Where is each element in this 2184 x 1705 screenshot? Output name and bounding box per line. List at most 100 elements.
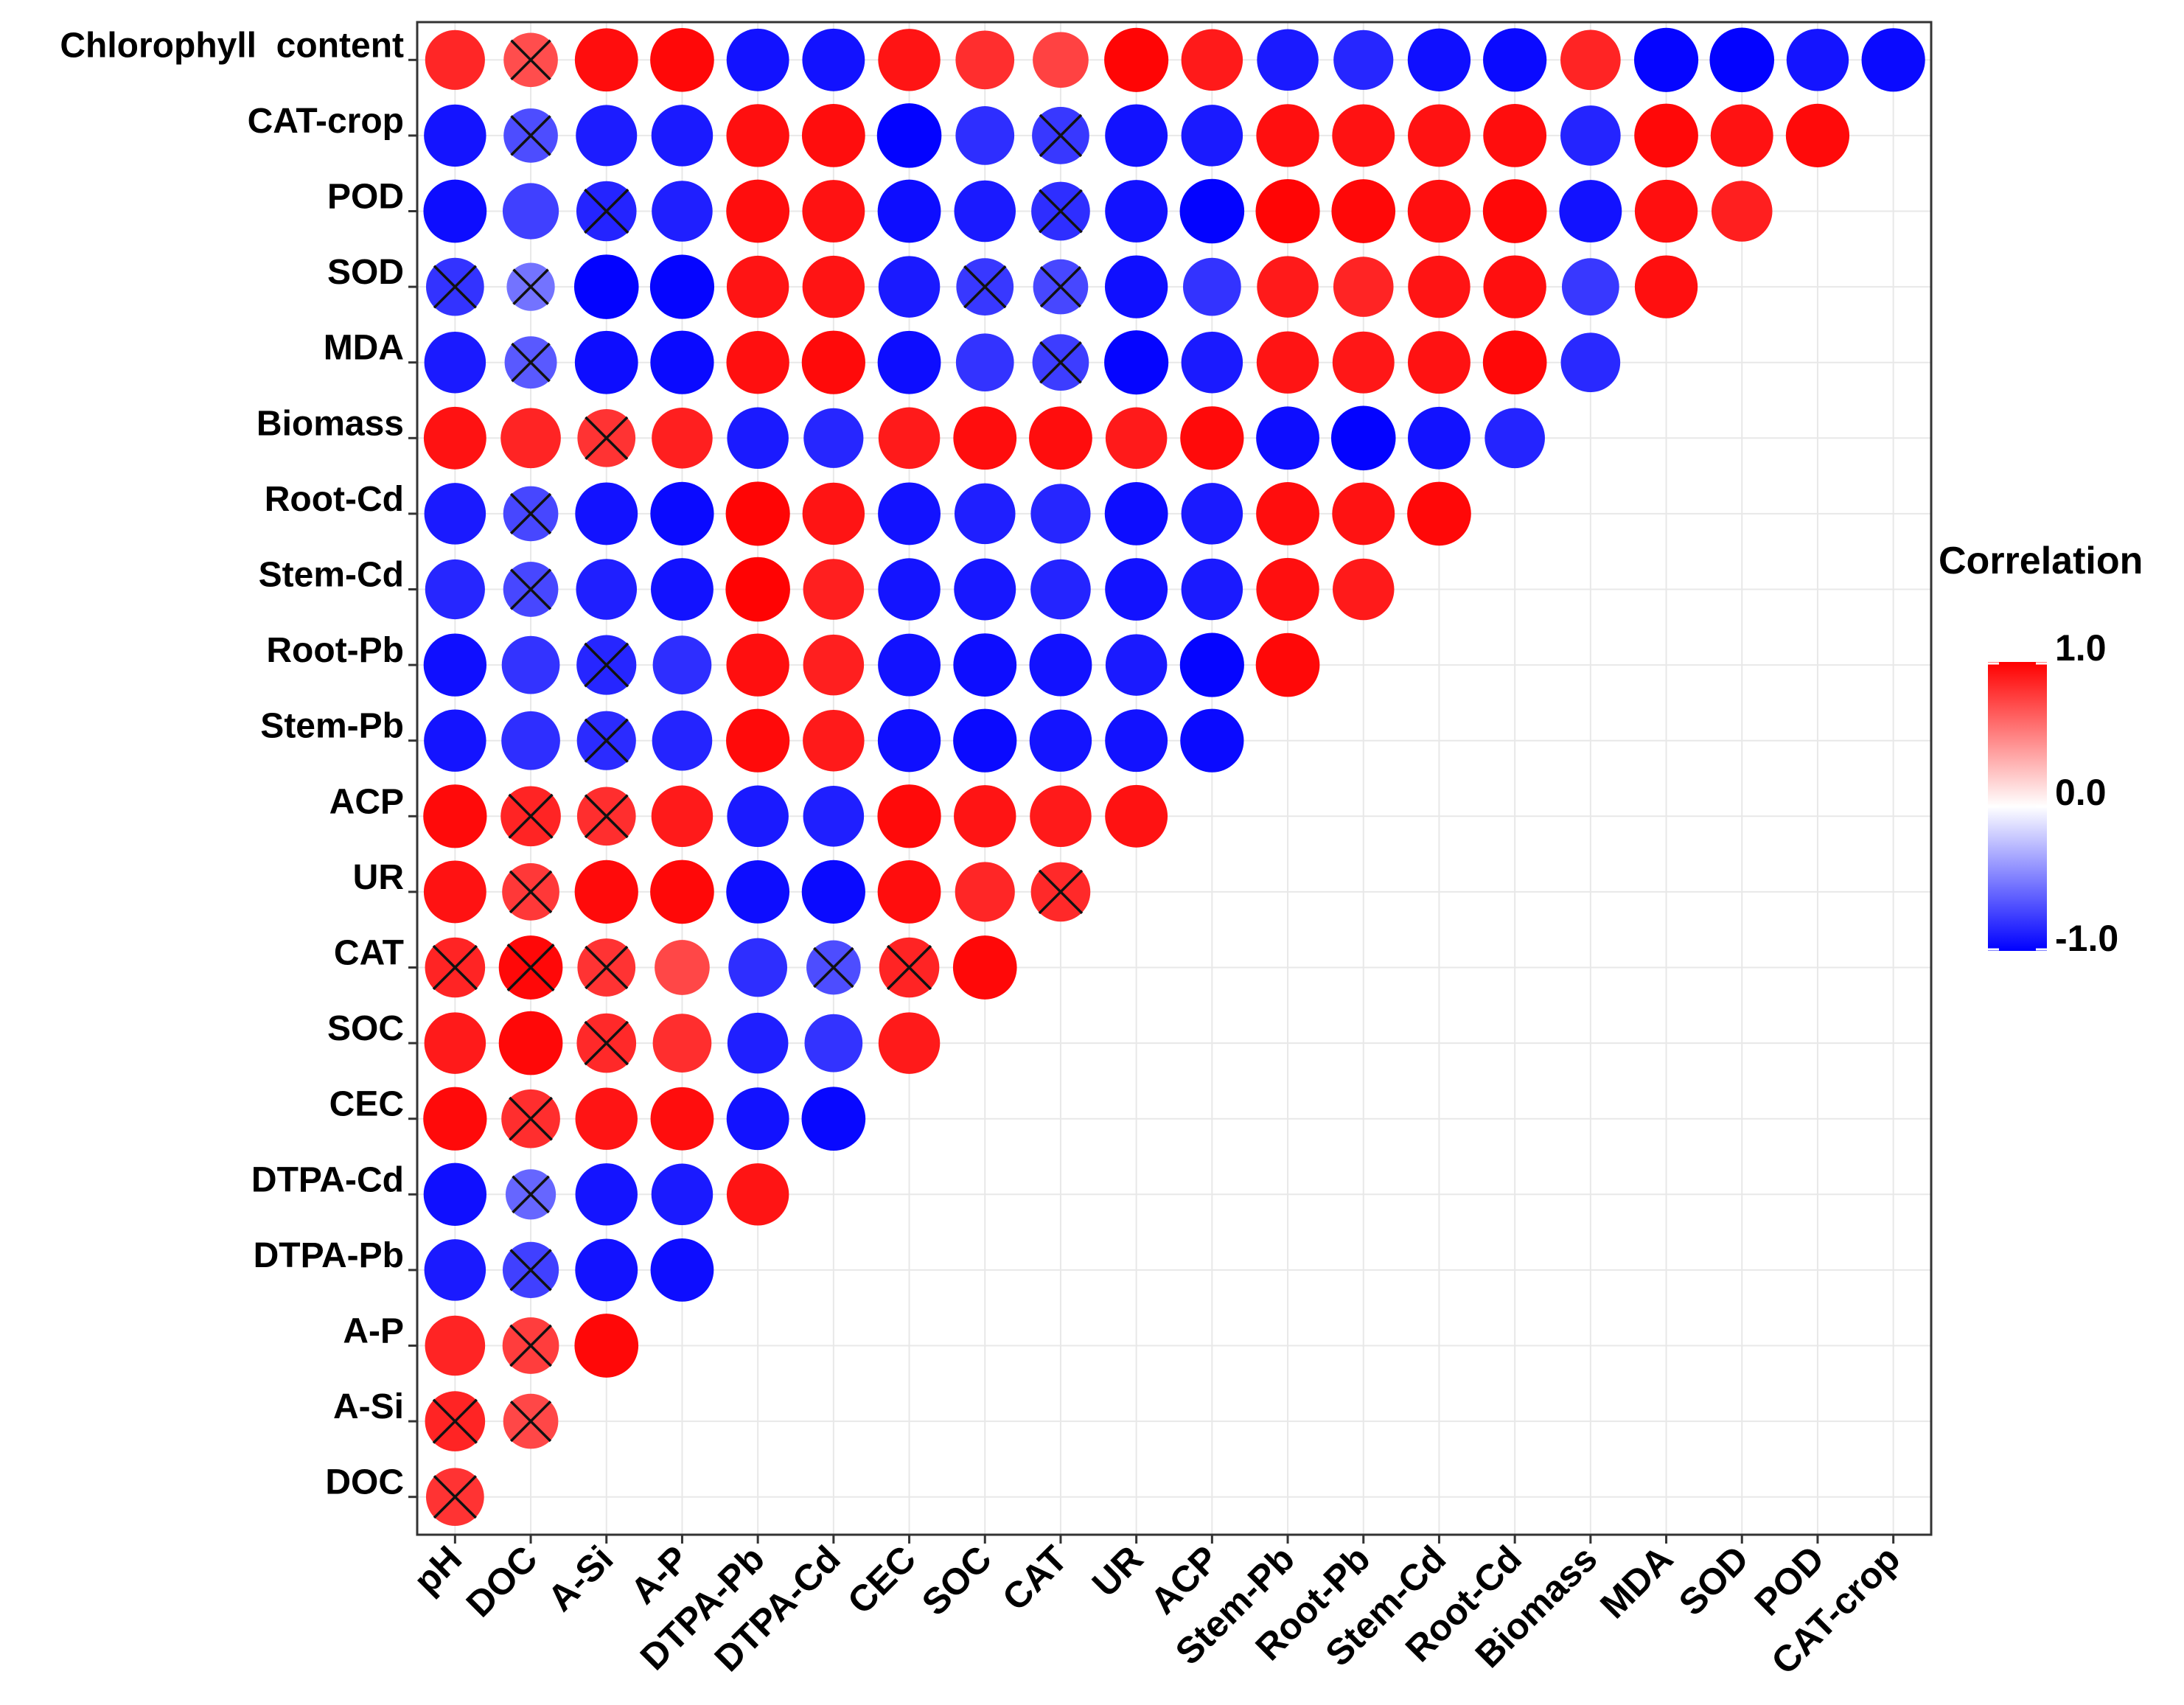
cross-stroke <box>509 1249 552 1291</box>
non-significant-cross-mark <box>432 944 478 991</box>
corr-circle-sod-root-cd <box>1483 255 1546 318</box>
corr-circle-root-pb-soc <box>953 633 1017 697</box>
corr-circle-root-pb-a-p <box>652 635 712 694</box>
corr-circle-soc-a-p <box>652 1014 712 1073</box>
corr-circle-sod-biomass <box>1561 258 1619 315</box>
corr-circle-ur-dtpa-cd <box>801 860 865 924</box>
corr-circle-stem-cd-a-si <box>576 559 638 620</box>
cross-stroke <box>433 1475 477 1519</box>
non-significant-cross-mark <box>585 416 629 460</box>
corr-circle-cat-crop-stem-cd <box>1408 104 1470 167</box>
corr-circle-cec-a-si <box>575 1087 638 1150</box>
x-tick-label-doc: DOC <box>458 1538 545 1625</box>
non-significant-cross-mark <box>1038 869 1084 915</box>
corr-circle-sod-mda <box>1634 255 1698 318</box>
corr-circle-stem-pb-acp <box>1180 708 1244 773</box>
cross-stroke <box>886 944 932 991</box>
corr-circle-dtpa-pb-a-p <box>650 1238 714 1302</box>
cross-stroke <box>813 946 854 989</box>
cross-stroke <box>512 268 549 305</box>
non-significant-cross-mark <box>584 1020 629 1066</box>
non-significant-cross-mark <box>509 1249 552 1291</box>
corr-circle-ur-dtpa-pb <box>726 860 790 924</box>
y-tick-label-dtpa-pb: DTPA-Pb <box>254 1236 404 1275</box>
corr-circle-cat-crop-stem-pb <box>1256 104 1319 167</box>
corr-circle-root-cd-ph <box>424 483 486 545</box>
corr-circle-mda-ph <box>424 331 486 394</box>
corr-circle-root-cd-dtpa-pb <box>725 481 790 546</box>
corr-circle-soc-doc <box>498 1011 563 1075</box>
corr-circle-cat-crop-pod <box>1785 103 1850 168</box>
corr-circle-dtpa-pb-ph <box>424 1239 486 1301</box>
corr-circle-pod-acp <box>1179 178 1245 244</box>
corr-circle-chlorophyll-content-root-cd <box>1483 28 1547 92</box>
corr-circle-stem-pb-a-p <box>652 710 713 771</box>
corr-circle-biomass-acp <box>1180 406 1244 470</box>
non-significant-cross-mark <box>1039 265 1082 308</box>
corr-circle-sod-acp <box>1182 257 1241 316</box>
corr-circle-biomass-cat <box>1029 406 1092 470</box>
corr-circle-chlorophyll-content-biomass <box>1560 29 1621 91</box>
corr-circle-mda-soc <box>955 333 1014 392</box>
cross-stroke <box>509 492 552 535</box>
y-axis-labels: Chlorophyll content CAT-crop POD SOD MDA Biom… <box>60 26 417 1502</box>
corr-circle-cat-crop-soc <box>955 106 1015 165</box>
corr-circle-cat-crop-acp <box>1181 105 1243 167</box>
y-tick-label-a-si: A-Si <box>333 1387 404 1426</box>
corr-circle-biomass-stem-pb <box>1256 406 1319 470</box>
non-significant-cross-mark <box>1039 341 1082 384</box>
legend: Correlation 1.0 0.0 -1.0 <box>1939 540 2143 959</box>
corr-circle-chlorophyll-content-pod <box>1786 29 1849 91</box>
corr-circle-acp-cat <box>1030 785 1092 848</box>
cross-stroke <box>509 1400 552 1443</box>
non-significant-cross-mark <box>432 1398 478 1444</box>
x-tick-label-ur: UR <box>1084 1538 1151 1605</box>
x-tick-label-mda: MDA <box>1592 1538 1681 1626</box>
y-tick-label-dtpa-cd: DTPA-Cd <box>251 1160 404 1199</box>
corr-circle-pod-a-p <box>652 181 713 242</box>
non-significant-cross-mark <box>509 1400 552 1443</box>
corr-circle-sod-a-p <box>649 254 715 319</box>
y-tick-label-root-pb: Root-Pb <box>266 631 404 670</box>
cross-stroke <box>584 642 629 688</box>
corr-circle-sod-stem-pb <box>1257 256 1319 318</box>
corr-circle-pod-root-pb <box>1331 179 1396 243</box>
corr-circle-biomass-stem-cd <box>1408 406 1470 470</box>
corr-circle-pod-dtpa-cd <box>802 180 865 243</box>
y-tick-label-ur: UR <box>353 858 404 897</box>
cross-stroke <box>432 944 478 991</box>
corr-circle-stem-cd-acp <box>1181 558 1243 621</box>
corr-circle-soc-dtpa-cd <box>804 1014 863 1073</box>
corr-circle-root-cd-cec <box>878 482 941 545</box>
cross-stroke <box>1039 114 1083 158</box>
corr-circle-biomass-ph <box>423 406 486 470</box>
x-tick-label-ph: pH <box>405 1538 470 1602</box>
corr-circle-root-pb-ph <box>423 633 487 697</box>
corr-circle-stem-cd-ur <box>1105 558 1168 621</box>
corr-circle-root-pb-ur <box>1105 634 1168 696</box>
corr-circle-chlorophyll-content-cec <box>878 29 941 91</box>
corr-circle-cec-dtpa-pb <box>726 1087 789 1151</box>
corr-circle-pod-root-cd <box>1482 179 1547 243</box>
non-significant-cross-mark <box>509 870 553 914</box>
cross-stroke <box>963 265 1007 309</box>
corr-circle-chlorophyll-content-cat-crop <box>1861 28 1925 92</box>
corr-circle-mda-a-si <box>574 330 638 394</box>
corr-circle-pod-mda <box>1634 179 1698 243</box>
corr-circle-dtpa-cd-a-si <box>575 1163 638 1226</box>
non-significant-cross-mark <box>510 115 551 156</box>
corr-circle-root-cd-a-p <box>650 481 714 546</box>
corr-circle-ur-cec <box>877 860 941 924</box>
corr-circle-acp-cec <box>877 784 941 848</box>
corr-circle-mda-stem-cd <box>1408 331 1470 394</box>
corr-circle-ur-soc <box>955 862 1015 922</box>
corr-circle-dtpa-cd-a-p <box>651 1163 714 1226</box>
corr-circle-root-cd-a-si <box>575 482 638 545</box>
corr-circle-mda-cec <box>877 330 941 394</box>
corr-circle-stem-pb-ph <box>424 709 486 772</box>
corr-circle-mda-root-cd <box>1482 330 1547 395</box>
corr-circle-acp-dtpa-pb <box>727 785 789 848</box>
corr-circle-biomass-root-pb <box>1330 405 1396 471</box>
corr-circle-chlorophyll-content-dtpa-cd <box>802 28 865 91</box>
